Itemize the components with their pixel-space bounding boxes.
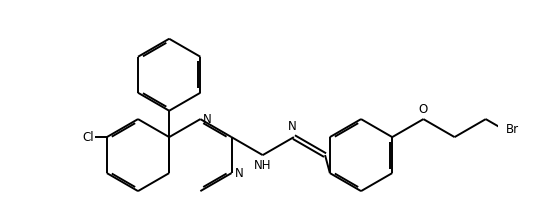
Text: Br: Br [506, 123, 519, 136]
Text: O: O [419, 103, 428, 116]
Text: N: N [234, 167, 243, 180]
Text: NH: NH [254, 159, 271, 172]
Text: Cl: Cl [82, 131, 93, 144]
Text: N: N [203, 113, 212, 126]
Text: N: N [288, 120, 296, 133]
